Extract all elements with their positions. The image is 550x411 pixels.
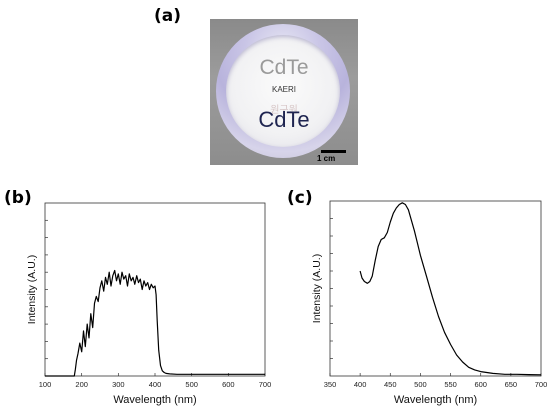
x-tick-label: 400 (149, 380, 162, 389)
x-tick-label: 700 (259, 380, 272, 389)
x-tick-label: 450 (384, 380, 397, 389)
chart-c: 350 400 450 500 550 600 650 700 Wavelength (nm) I… (311, 200, 548, 406)
scale-bar-label: 1 cm (317, 154, 336, 163)
x-tick-label: 600 (474, 380, 487, 389)
photo-text-middle: KAERI (271, 85, 296, 94)
x-axis-label: Wavelength (nm) (394, 394, 477, 406)
x-axis-label: Wavelength (nm) (113, 394, 196, 406)
spectrum-line (359, 202, 542, 376)
photo-text-reflection: 원구원 (270, 105, 298, 116)
chart-b: 100 200 300 400 500 600 700 Wavelength (nm) Inte… (26, 202, 272, 406)
petri-dish-center (226, 35, 340, 147)
scale-bar (321, 150, 346, 153)
photo-text-top: CdTe (259, 56, 309, 79)
x-tick-label: 600 (222, 380, 235, 389)
x-tick-label: 550 (444, 380, 457, 389)
x-tick-label: 650 (505, 380, 518, 389)
plot-frame (329, 200, 542, 377)
x-tick-label: 200 (75, 380, 88, 389)
cdte-sample-photo: CdTe KAERI 원구원 CdTe 1 cm (210, 19, 358, 165)
panel-c-label: (c) (287, 188, 313, 208)
x-tick-label: 400 (354, 380, 367, 389)
y-axis-label: Intensity (A.U.) (311, 254, 323, 323)
y-axis-label: Intensity (A.U.) (26, 255, 38, 324)
x-tick-label: 700 (535, 380, 548, 389)
panel-b-label: (b) (4, 188, 32, 208)
photo-text-bottom: CdTe (258, 107, 310, 132)
x-tick-label: 500 (185, 380, 198, 389)
x-tick-label: 500 (414, 380, 427, 389)
x-tick-label: 100 (39, 380, 52, 389)
x-tick-label: 300 (112, 380, 125, 389)
panel-a-label: (a) (154, 6, 182, 26)
x-tick-label: 350 (324, 380, 337, 389)
spectrum-line (45, 269, 265, 377)
